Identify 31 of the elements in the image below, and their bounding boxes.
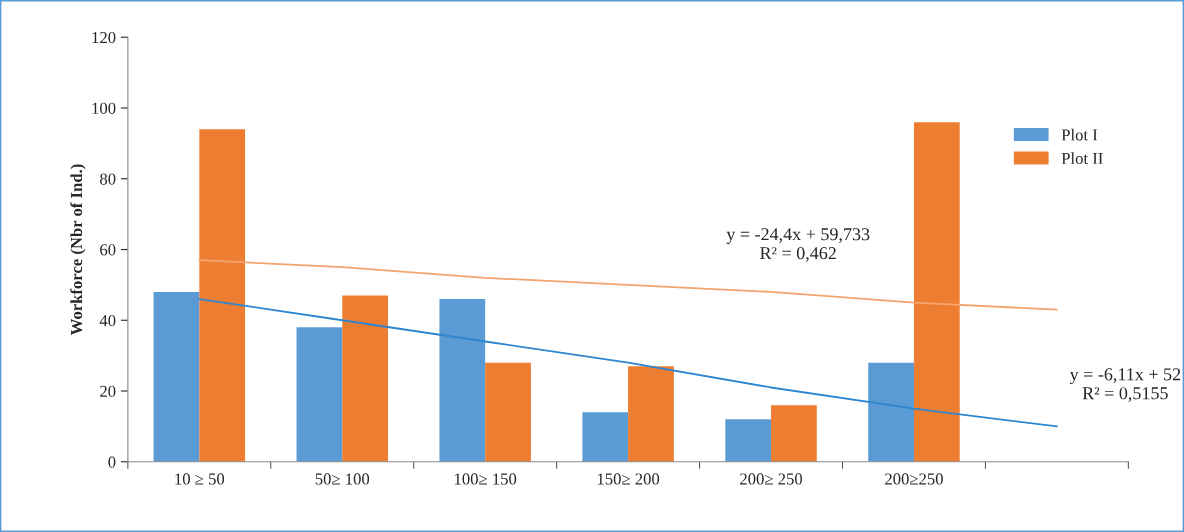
y-tick-label: 100 [92,102,116,114]
bar [725,419,772,462]
y-tick-label: 40 [99,314,116,327]
bar [439,299,486,462]
x-tick-label: 50≥ 100 [315,473,370,485]
y-tick-label: 60 [100,244,116,256]
y-tick-label: 0 [108,456,116,468]
y-tick-label: 120 [92,31,116,44]
bar [296,327,343,462]
x-tick-label: 150≥ 200 [597,473,660,485]
y-tick-label: 20 [100,385,116,397]
bar [342,295,388,462]
bar [485,362,531,462]
bar [771,405,817,462]
x-tick-label: 10 ≥ 50 [175,473,225,485]
annotation: y = -24,4x + 59,733 R² = 0,462 [726,228,870,262]
y-tick-label: 80 [100,173,116,185]
bar [628,366,674,462]
bar [153,291,200,462]
bar [199,129,246,462]
x-tick-label: 200≥ 250 [740,473,803,485]
legend-label: Plot I [1061,128,1098,141]
line-series [198,298,1058,428]
bar [868,362,914,462]
legend-label: Plot II [1061,152,1103,165]
annotation: y = -6,11x + 52 R² = 0,5155 [1069,368,1181,402]
bar [582,412,629,462]
bar [913,122,960,462]
y-axis-title: Workforce (Nbr of Ind.) [70,164,86,336]
x-tick-label: 100≥ 150 [454,473,517,485]
x-tick-label: 200≥250 [885,473,943,485]
